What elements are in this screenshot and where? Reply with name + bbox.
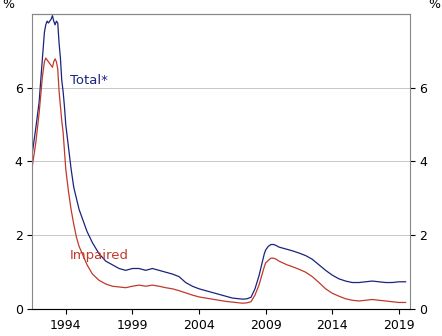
- Y-axis label: %: %: [2, 0, 14, 11]
- Text: Total*: Total*: [70, 74, 107, 87]
- Text: Impaired: Impaired: [70, 249, 129, 262]
- Y-axis label: %: %: [428, 0, 440, 11]
